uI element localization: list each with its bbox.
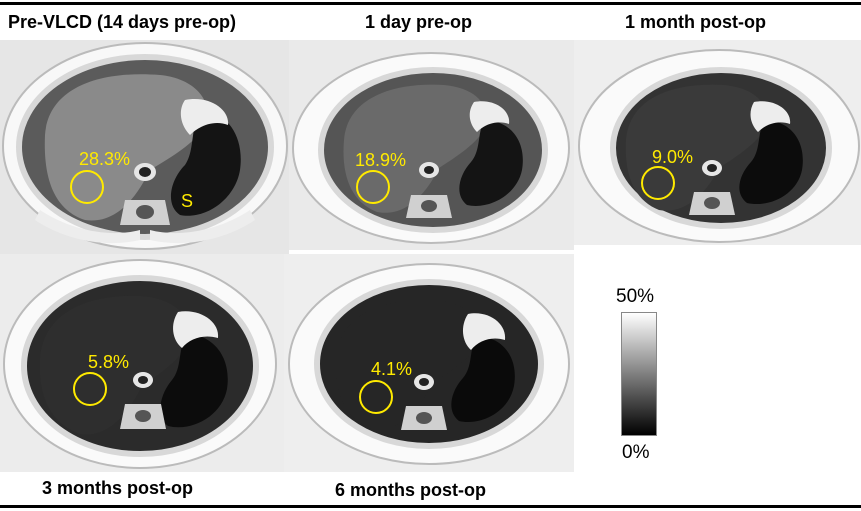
fat-fraction-label: 18.9%: [355, 150, 406, 170]
panel-title-6-months-post-op: 6 months post-op: [335, 480, 486, 500]
roi-circle: [359, 380, 393, 414]
panel-title-1-month-post-op: 1 month post-op: [625, 12, 766, 32]
mri-panel-1-month-post-op: 9.0%: [574, 40, 861, 245]
panel-title-1-day-pre-op: 1 day pre-op: [365, 12, 473, 32]
liver-region: [44, 74, 209, 221]
mri-panel-1-day-pre-op: 18.9%: [289, 40, 574, 250]
roi-circle: [70, 170, 104, 204]
liver-region: [343, 84, 488, 213]
roi-circle: [73, 372, 107, 406]
fat-fraction-label: 28.3%: [79, 149, 130, 169]
stomach-label: S: [181, 191, 193, 211]
liver-region: [625, 84, 768, 211]
top-rule: [0, 2, 861, 5]
fat-fraction-label: 9.0%: [652, 147, 693, 167]
mri-panel-3-months-post-op: 5.8%: [0, 254, 284, 472]
bottom-rule: [0, 505, 861, 508]
mri-panel-6-months-post-op: 4.1%: [284, 254, 574, 472]
panel-title-3-months-post-op: 3 months post-op: [42, 478, 193, 498]
colorbar-min-label: 0%: [622, 442, 650, 463]
roi-circle: [356, 170, 390, 204]
roi-circle: [641, 166, 675, 200]
fat-fraction-label: 5.8%: [88, 352, 129, 372]
colorbar-max-label: 50%: [616, 286, 655, 307]
mri-panel-pre-vlcd: 28.3% S: [0, 40, 289, 254]
fat-fraction-label: 4.1%: [371, 359, 412, 379]
colorbar: [621, 312, 657, 436]
panel-title-pre-vlcd: Pre-VLCD (14 days pre-op): [8, 12, 237, 32]
liver-region: [335, 299, 481, 430]
